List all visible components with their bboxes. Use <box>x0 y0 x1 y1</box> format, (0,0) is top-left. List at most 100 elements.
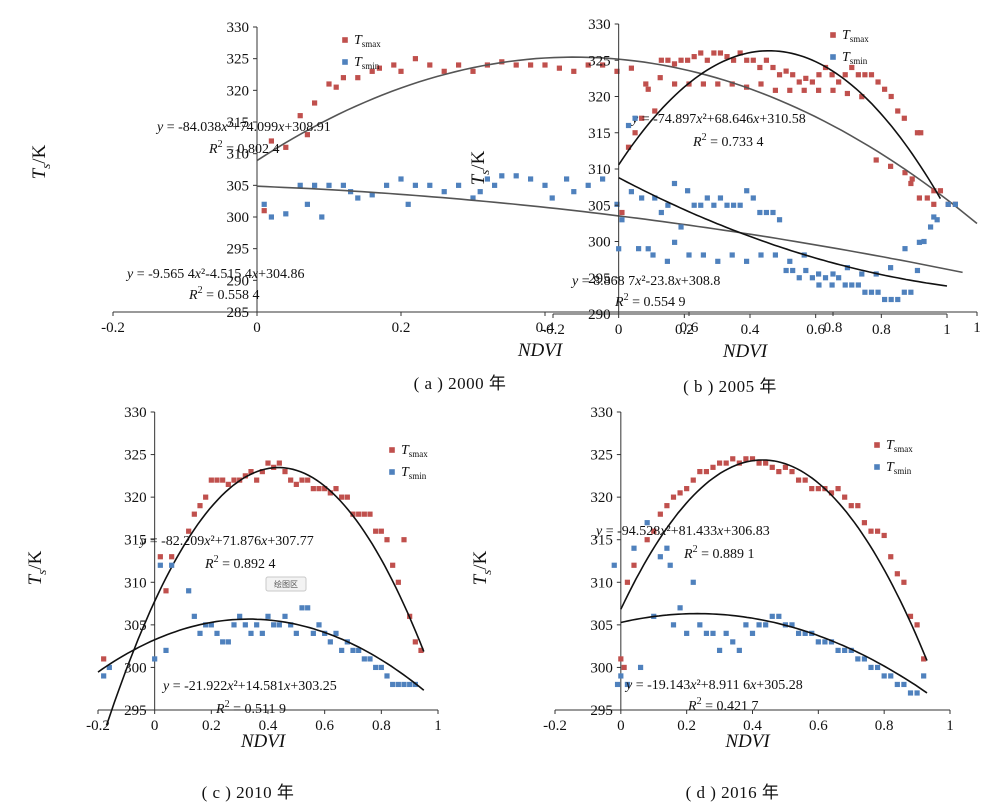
x-tick-label: 0 <box>617 718 625 734</box>
legend-marker-tsmax <box>874 442 880 448</box>
data-point <box>842 72 848 78</box>
data-point <box>163 588 169 594</box>
data-point <box>614 68 620 74</box>
data-point <box>282 469 288 475</box>
series-tsmin <box>611 520 928 696</box>
data-point <box>882 296 888 303</box>
data-point <box>644 520 650 526</box>
data-point <box>937 188 944 194</box>
legend-marker-tsmax <box>830 32 836 38</box>
data-point <box>390 681 396 688</box>
data-point <box>678 57 684 63</box>
data-point <box>698 50 704 56</box>
data-point <box>220 477 226 483</box>
trendline-equation: y = -84.038x²+74.099x+308.91 <box>155 120 331 135</box>
data-point <box>703 469 710 475</box>
data-point <box>625 144 632 150</box>
data-point <box>908 180 914 187</box>
data-point <box>632 115 638 121</box>
y-tick-label: 305 <box>124 618 147 634</box>
data-point <box>367 656 373 662</box>
data-point <box>231 622 237 628</box>
data-point <box>789 622 795 628</box>
data-point <box>690 477 696 483</box>
data-point <box>643 81 649 87</box>
y-tick-label: 315 <box>588 126 611 142</box>
data-point <box>816 271 822 277</box>
data-point <box>704 195 710 201</box>
data-point <box>261 208 267 214</box>
y-tick-label: 310 <box>227 147 250 163</box>
data-point <box>783 267 789 274</box>
data-point <box>157 554 163 560</box>
data-point <box>670 622 677 628</box>
data-point <box>600 62 606 68</box>
data-point <box>945 201 951 207</box>
data-point <box>628 189 634 195</box>
data-point <box>743 622 749 628</box>
data-point <box>405 201 411 207</box>
data-point <box>909 176 915 182</box>
data-point <box>484 176 490 182</box>
data-point <box>895 296 901 303</box>
data-point <box>704 57 710 63</box>
data-point <box>809 275 815 281</box>
data-point <box>333 486 339 492</box>
legend-marker-tsmax <box>389 447 395 453</box>
data-point <box>412 639 418 645</box>
y-tick-label: 315 <box>227 115 250 131</box>
x-tick-label: 0.6 <box>680 320 699 336</box>
data-point <box>902 170 908 176</box>
series-tsmax <box>256 56 978 225</box>
chart-panel-2: -0.2 0 0.2 0.4 0.6 0.8 12902953003053103153203… <box>468 17 951 396</box>
data-point <box>585 62 591 68</box>
data-point <box>776 613 782 619</box>
data-point <box>874 528 881 534</box>
data-point <box>191 511 197 517</box>
legend-label-tsmin: Tsmin <box>354 55 380 71</box>
data-point <box>686 252 692 258</box>
data-point <box>914 267 921 274</box>
data-point <box>378 664 384 671</box>
x-tick-label: 0.6 <box>806 322 825 338</box>
data-point <box>875 79 881 85</box>
data-point <box>652 195 658 201</box>
data-point <box>849 282 855 288</box>
data-point <box>657 554 663 560</box>
y-tick-label: 325 <box>590 448 613 464</box>
trendline-tsmax <box>256 56 978 225</box>
data-point <box>376 65 382 71</box>
data-point <box>427 62 433 68</box>
y-tick-label: 325 <box>124 448 147 464</box>
data-point <box>744 188 750 194</box>
data-point <box>816 87 822 93</box>
data-point <box>844 90 850 97</box>
y-tick-label: 300 <box>588 235 611 251</box>
data-point <box>271 622 277 628</box>
data-point <box>664 503 670 509</box>
data-point <box>783 68 789 74</box>
y-tick-label: 315 <box>124 533 147 549</box>
data-point <box>384 537 390 543</box>
data-point <box>237 613 243 619</box>
trendline-equation: y = -21.922x²+14.581x+303.25 <box>161 679 337 694</box>
data-point <box>931 188 937 194</box>
data-point <box>268 138 274 144</box>
x-tick-label: 1 <box>943 322 951 338</box>
data-point <box>657 511 663 517</box>
data-point <box>265 460 271 466</box>
data-point <box>787 87 793 93</box>
data-point <box>758 81 764 87</box>
data-point <box>677 605 683 611</box>
data-point <box>254 622 260 628</box>
data-point <box>835 486 841 492</box>
data-point <box>639 115 645 121</box>
data-point <box>749 630 756 636</box>
data-point <box>384 673 390 679</box>
data-point <box>868 664 874 671</box>
data-point <box>340 182 346 188</box>
data-point <box>671 61 678 67</box>
data-point <box>326 182 332 188</box>
data-point <box>350 511 356 517</box>
data-point <box>632 130 638 136</box>
